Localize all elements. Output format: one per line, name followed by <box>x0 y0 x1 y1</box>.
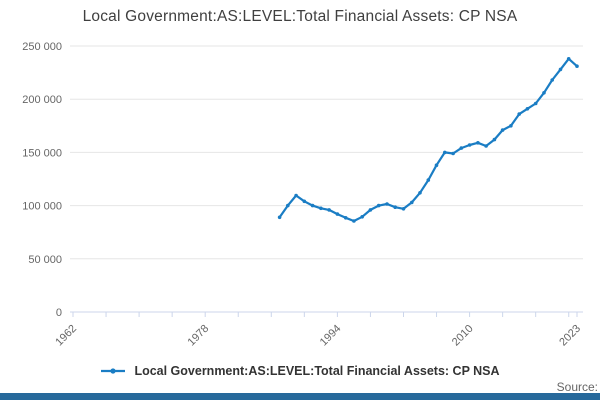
x-tick-label: 1962 <box>53 323 79 349</box>
legend-label: Local Government:AS:LEVEL:Total Financia… <box>134 364 500 378</box>
footer-bar <box>0 393 600 400</box>
y-tick-label: 250 000 <box>22 41 62 53</box>
data-point[interactable] <box>566 57 571 61</box>
legend[interactable]: Local Government:AS:LEVEL:Total Financia… <box>0 361 600 381</box>
data-point[interactable] <box>434 163 439 167</box>
data-point[interactable] <box>376 203 381 208</box>
data-point[interactable] <box>525 107 530 111</box>
x-axis-labels: 1962 1978 1994 2010 2023 <box>53 323 583 349</box>
data-point[interactable] <box>484 144 488 148</box>
series-line[interactable] <box>278 57 579 223</box>
x-axis <box>70 311 583 317</box>
data-point[interactable] <box>575 64 579 68</box>
gridlines <box>70 45 583 260</box>
data-point[interactable] <box>426 178 431 182</box>
data-point[interactable] <box>550 78 554 82</box>
chart-plot-area[interactable]: 0 50 000 100 000 150 000 200 000 250 000 1962… <box>0 0 600 358</box>
data-point[interactable] <box>500 128 505 132</box>
data-point[interactable] <box>451 151 455 156</box>
x-tick-label: 1978 <box>186 323 212 349</box>
data-point[interactable] <box>393 205 398 209</box>
data-point[interactable] <box>343 216 348 220</box>
data-point[interactable] <box>401 207 406 211</box>
data-point[interactable] <box>319 206 323 211</box>
data-point[interactable] <box>533 101 538 106</box>
data-point[interactable] <box>335 212 340 216</box>
y-tick-label: 100 000 <box>22 201 62 213</box>
data-point[interactable] <box>352 219 356 223</box>
y-tick-label: 150 000 <box>22 147 62 159</box>
x-tick-label: 2010 <box>450 323 476 349</box>
data-point[interactable] <box>310 203 315 208</box>
y-tick-label: 50 000 <box>28 254 62 266</box>
data-point[interactable] <box>327 208 331 212</box>
data-point[interactable] <box>542 91 546 95</box>
data-point[interactable] <box>294 193 298 198</box>
source-caption: Source: <box>556 380 598 394</box>
data-point[interactable] <box>459 146 464 150</box>
data-point[interactable] <box>277 215 282 220</box>
data-series[interactable] <box>277 57 579 223</box>
data-point[interactable] <box>492 137 497 142</box>
data-point[interactable] <box>467 143 472 147</box>
x-tick-label: 2023 <box>557 323 583 349</box>
chart-title: Local Government:AS:LEVEL:Total Financia… <box>82 8 518 25</box>
data-point[interactable] <box>302 199 307 204</box>
y-axis-labels: 0 50 000 100 000 150 000 200 000 250 000 <box>22 41 62 319</box>
data-point[interactable] <box>418 191 422 195</box>
data-point[interactable] <box>286 203 290 208</box>
data-point[interactable] <box>410 200 414 205</box>
data-point[interactable] <box>517 112 521 116</box>
data-point[interactable] <box>558 67 563 72</box>
data-point[interactable] <box>368 208 373 212</box>
legend-line-marker-icon <box>101 368 126 374</box>
y-tick-label: 200 000 <box>22 94 62 106</box>
y-tick-label: 0 <box>56 307 62 319</box>
data-point[interactable] <box>476 141 480 145</box>
data-point[interactable] <box>360 215 365 219</box>
data-point[interactable] <box>509 124 513 128</box>
data-point[interactable] <box>385 202 389 206</box>
x-tick-label: 1994 <box>318 323 344 349</box>
data-point[interactable] <box>443 150 447 155</box>
